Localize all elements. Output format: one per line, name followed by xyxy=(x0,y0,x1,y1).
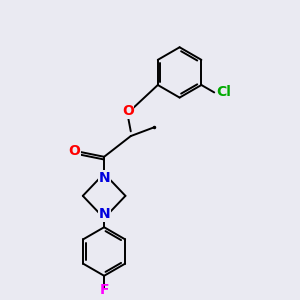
Text: N: N xyxy=(98,207,110,221)
Text: O: O xyxy=(122,104,134,118)
Text: Cl: Cl xyxy=(216,85,231,99)
Text: F: F xyxy=(99,283,109,297)
Text: O: O xyxy=(69,144,80,158)
Text: N: N xyxy=(98,170,110,184)
